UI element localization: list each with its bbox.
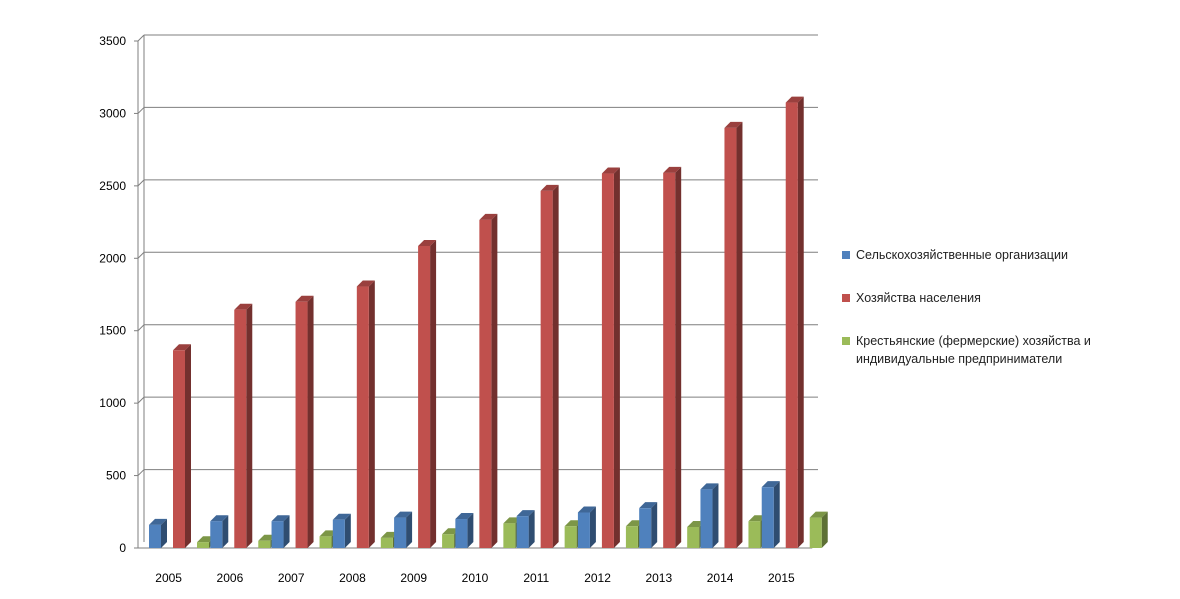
x-tick-label: 2005 xyxy=(155,571,182,585)
bar xyxy=(295,295,314,548)
bar xyxy=(356,280,375,548)
x-tick-label: 2013 xyxy=(645,571,672,585)
bar xyxy=(234,303,253,548)
bar xyxy=(418,239,437,549)
bar xyxy=(455,513,474,548)
y-tick-label: 0 xyxy=(119,541,126,555)
y-tick-label: 3000 xyxy=(99,106,126,120)
bar xyxy=(271,515,290,548)
x-tick-label: 2010 xyxy=(462,571,489,585)
legend-item-farms: Крестьянские (фермерские) хозяйства и ин… xyxy=(842,332,1132,368)
bar xyxy=(577,506,596,548)
y-tick-label: 1000 xyxy=(99,396,126,410)
bars xyxy=(149,96,828,549)
x-tick-label: 2007 xyxy=(278,571,305,585)
bar xyxy=(809,511,828,548)
bar xyxy=(785,96,804,549)
bar xyxy=(394,511,413,548)
bar xyxy=(479,213,498,549)
x-tick-label: 2012 xyxy=(584,571,611,585)
legend-swatch xyxy=(842,337,850,345)
gridline-depth xyxy=(137,107,145,114)
x-tick-label: 2011 xyxy=(523,571,549,585)
legend-swatch xyxy=(842,294,850,302)
bar xyxy=(149,518,167,548)
gridline-depth xyxy=(137,179,145,187)
y-tick-labels: 0 500 1000 1500 2000 2500 3000 3500 xyxy=(99,34,126,555)
legend-label: Сельскохозяйственные организации xyxy=(856,248,1068,262)
bar xyxy=(516,510,535,548)
x-tick-label: 2006 xyxy=(217,571,244,585)
bar xyxy=(700,483,719,548)
gridline-depth xyxy=(137,34,145,42)
bar xyxy=(761,481,780,548)
bar xyxy=(210,515,229,548)
x-tick-labels: 2005 2006 2007 2008 2009 2010 2011 2012 2013 2014… xyxy=(155,571,795,585)
x-tick-label: 2008 xyxy=(339,571,366,585)
axes xyxy=(134,35,819,549)
bar xyxy=(601,167,620,548)
gridline-depth xyxy=(137,469,145,476)
gridline-depth xyxy=(137,396,145,404)
bar xyxy=(540,184,559,549)
bar xyxy=(173,344,191,548)
bar xyxy=(332,513,351,548)
y-tick-label: 1500 xyxy=(99,324,126,338)
legend: Сельскохозяйственные организации Хозяйст… xyxy=(842,246,1132,393)
x-tick-label: 2009 xyxy=(400,571,427,585)
legend-label: Хозяйства населения xyxy=(856,291,981,305)
bar xyxy=(663,166,682,548)
gridline-depth xyxy=(137,251,145,259)
y-tick-label: 3500 xyxy=(99,34,126,48)
legend-item-households: Хозяйства населения xyxy=(842,289,1132,307)
legend-swatch xyxy=(842,251,850,259)
bar xyxy=(724,121,743,549)
legend-label: Крестьянские (фермерские) хозяйства и ин… xyxy=(856,334,1091,366)
x-tick-label: 2014 xyxy=(707,571,734,585)
bar xyxy=(639,502,658,548)
gridline-depth xyxy=(137,324,145,332)
legend-item-agricultural-organizations: Сельскохозяйственные организации xyxy=(842,246,1132,264)
y-tick-label: 500 xyxy=(106,469,126,483)
y-tick-label: 2000 xyxy=(99,251,126,265)
x-tick-label: 2015 xyxy=(768,571,795,585)
y-tick-label: 2500 xyxy=(99,179,126,193)
